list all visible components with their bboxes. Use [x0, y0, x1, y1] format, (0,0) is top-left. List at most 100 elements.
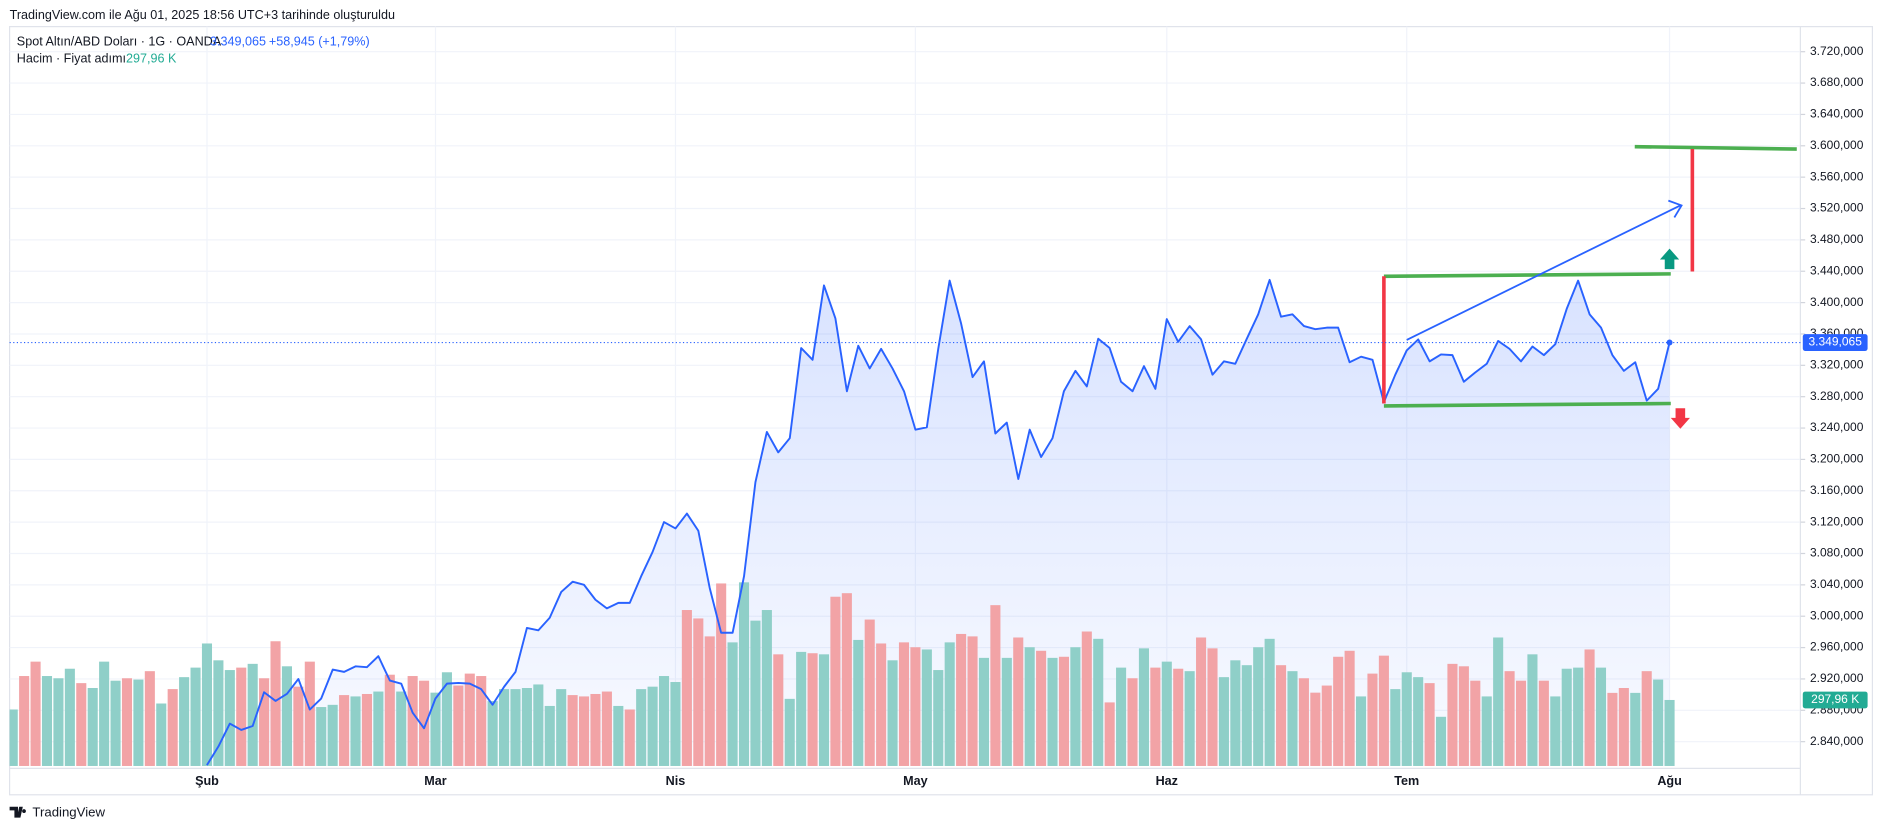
- volume-bar: [590, 693, 601, 766]
- volume-bar: [738, 582, 750, 766]
- volume-bar: [339, 695, 350, 766]
- volume-tag-label: 297,96 K: [1811, 692, 1859, 706]
- volume-bar: [1664, 699, 1675, 766]
- y-tick-label: 3.320,000: [1810, 357, 1864, 371]
- volume-bar: [464, 673, 475, 766]
- volume-bar: [864, 619, 875, 766]
- volume-bar: [956, 633, 967, 766]
- volume-bar: [41, 676, 53, 766]
- volume-bar: [967, 636, 978, 766]
- volume-bar: [533, 684, 544, 766]
- volume-bar: [1070, 647, 1081, 766]
- volume-bar: [1058, 656, 1069, 766]
- volume-bar: [1241, 665, 1252, 766]
- volume-bar: [681, 610, 692, 766]
- volume-bar: [1047, 657, 1058, 766]
- volume-bar: [1653, 679, 1664, 766]
- volume-bar: [30, 661, 41, 766]
- volume-bar: [9, 709, 18, 766]
- volume-bar: [1184, 671, 1195, 766]
- volume-bar: [224, 670, 235, 766]
- volume-bar: [1447, 663, 1458, 766]
- volume-bar: [350, 696, 361, 766]
- volume-bar: [784, 698, 795, 766]
- volume-bar: [247, 663, 258, 766]
- volume-bar: [236, 667, 247, 766]
- volume-bar: [658, 676, 670, 766]
- volume-bar: [613, 705, 624, 766]
- y-tick-label: 2.960,000: [1810, 640, 1864, 654]
- volume-bar: [179, 677, 190, 766]
- y-tick-label: 3.240,000: [1810, 420, 1864, 434]
- chart-frame: [9, 26, 1873, 796]
- y-tick-label: 3.120,000: [1810, 514, 1864, 528]
- volume-bar: [727, 642, 738, 766]
- volume-bar: [1515, 680, 1527, 766]
- volume-bar: [167, 689, 178, 766]
- y-tick-label: 3.440,000: [1810, 263, 1864, 277]
- volume-bar: [1618, 687, 1629, 766]
- volume-bar: [133, 679, 144, 766]
- y-tick-label: 3.560,000: [1810, 169, 1864, 183]
- volume-bar: [1207, 648, 1218, 766]
- volume-bar: [453, 685, 464, 766]
- volume-bar: [910, 647, 921, 766]
- drawings: [1382, 144, 1797, 429]
- x-tick-label: May: [903, 774, 928, 788]
- volume-bar: [1607, 692, 1618, 766]
- y-tick-label: 3.680,000: [1810, 75, 1864, 89]
- volume-bar: [270, 641, 281, 766]
- volume-bar: [201, 643, 213, 766]
- trend-arrow-head: [1668, 199, 1683, 218]
- y-tick-label: 3.600,000: [1810, 138, 1864, 152]
- volume-bar: [773, 654, 784, 766]
- volume-bar: [1310, 692, 1321, 766]
- volume-bar: [1424, 683, 1435, 766]
- legend: Spot Altın/ABD Doları · 1G · OANDA 3.349…: [17, 35, 370, 66]
- y-tick-label: 3.000,000: [1810, 608, 1864, 622]
- volume-bar: [1356, 696, 1367, 766]
- x-tick-label: Ağu: [1657, 774, 1681, 788]
- volume-bar: [818, 654, 830, 766]
- volume-bar: [1458, 666, 1469, 766]
- volume-bar: [567, 695, 578, 766]
- volume-bar: [887, 660, 898, 766]
- volume-bar: [99, 661, 110, 766]
- y-tick-label: 3.160,000: [1810, 483, 1864, 497]
- y-tick-label: 2.920,000: [1810, 671, 1864, 685]
- volume-bar: [624, 709, 635, 766]
- volume-bar: [796, 651, 807, 766]
- volume-bar: [636, 689, 647, 766]
- x-tick-label: Haz: [1156, 774, 1178, 788]
- volume-bar: [1116, 667, 1127, 766]
- volume-bar: [1435, 716, 1447, 766]
- y-tick-label: 3.720,000: [1810, 44, 1864, 58]
- volume-bar: [1481, 696, 1492, 766]
- volume-bar: [361, 693, 372, 766]
- volume-bar: [761, 610, 772, 766]
- volume-bar: [304, 661, 315, 766]
- volume-bar: [441, 672, 452, 766]
- volume-bar: [499, 689, 510, 766]
- volume-bar: [1527, 654, 1538, 766]
- volume-bar: [144, 671, 155, 766]
- volume-bar: [510, 689, 521, 766]
- volume-bar: [19, 676, 30, 766]
- up-arrow: [1659, 248, 1680, 270]
- legend-volume: Hacim · Fiyat adımı: [17, 51, 126, 65]
- volume-bar: [693, 618, 704, 766]
- volume-bar: [1173, 668, 1184, 766]
- y-tick-label: 3.280,000: [1810, 389, 1864, 403]
- volume-bar: [190, 667, 201, 766]
- volume-bar: [487, 701, 498, 766]
- volume-bar: [1321, 685, 1332, 766]
- x-tick-label: Mar: [424, 774, 446, 788]
- volume-bar: [1367, 673, 1378, 766]
- legend-change: +58,945 (+1,79%): [269, 35, 370, 49]
- volume-bar: [87, 687, 98, 766]
- volume-bar: [716, 583, 727, 766]
- y-tick-label: 3.480,000: [1810, 232, 1864, 246]
- volume-bar: [1504, 671, 1515, 766]
- volume-bar: [1161, 661, 1172, 766]
- range-top-line: [1383, 272, 1671, 279]
